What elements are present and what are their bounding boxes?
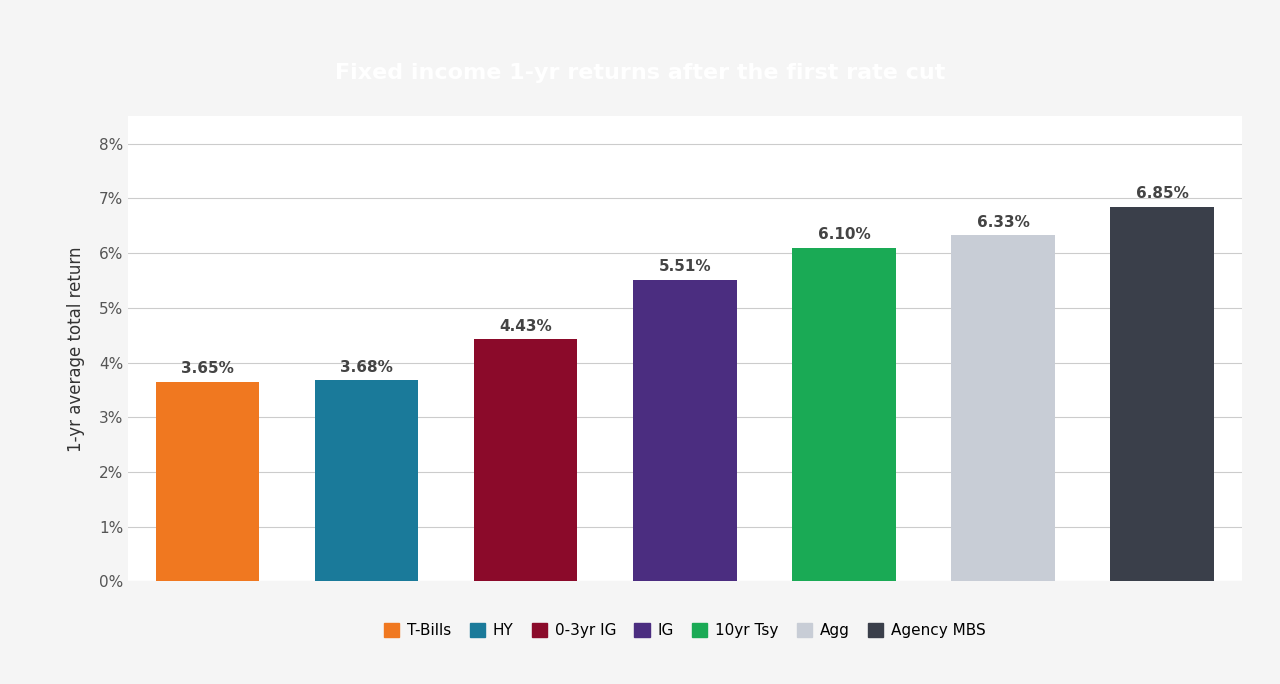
Text: Fixed income 1-yr returns after the first rate cut: Fixed income 1-yr returns after the firs… [335, 62, 945, 83]
Bar [792, 248, 896, 581]
Bar [634, 280, 736, 581]
Text: 5.51%: 5.51% [658, 259, 712, 274]
Text: 4.43%: 4.43% [499, 319, 552, 334]
Text: 6.33%: 6.33% [977, 215, 1029, 230]
Bar [951, 235, 1055, 581]
Text: 3.68%: 3.68% [340, 360, 393, 375]
Bar [156, 382, 260, 581]
Bar [1110, 207, 1213, 581]
Text: 3.65%: 3.65% [180, 361, 234, 376]
Bar [474, 339, 577, 581]
Text: 6.85%: 6.85% [1135, 186, 1189, 201]
Legend: T-Bills, HY, 0-3yr IG, IG, 10yr Tsy, Agg, Agency MBS: T-Bills, HY, 0-3yr IG, IG, 10yr Tsy, Agg… [378, 617, 992, 644]
Text: 6.10%: 6.10% [818, 227, 870, 242]
Bar [315, 380, 419, 581]
Y-axis label: 1-yr average total return: 1-yr average total return [67, 246, 84, 451]
